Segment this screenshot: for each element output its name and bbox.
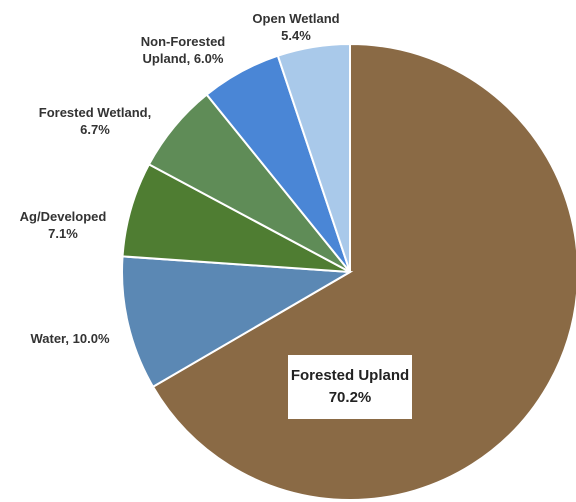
label-category: Forested Wetland, [39, 105, 151, 120]
label-category: Ag/Developed [20, 209, 107, 224]
label-category: Open Wetland [252, 11, 339, 26]
data-label: Water, 10.0% [10, 330, 130, 347]
label-value: 6.7% [20, 121, 170, 138]
label-value: 7.1% [8, 225, 118, 242]
label-value: 6.0% [194, 51, 224, 66]
data-label: Open Wetland 5.4% [246, 10, 346, 44]
chart: Forested Upland 70.2% Water, 10.0% Ag/Deve… [0, 0, 576, 502]
label-category: Water, [30, 331, 69, 346]
data-label: Forested Wetland, 6.7% [20, 104, 170, 138]
data-label: Non-Forested Upland, 6.0% [118, 33, 248, 67]
label-value: 5.4% [246, 27, 346, 44]
data-label: Forested Upland 70.2% [288, 355, 412, 419]
label-category: Forested Upland [291, 367, 409, 384]
label-value: 70.2% [288, 387, 412, 409]
pie-canvas [0, 0, 576, 502]
label-value: 10.0% [73, 331, 110, 346]
data-label: Ag/Developed 7.1% [8, 208, 118, 242]
